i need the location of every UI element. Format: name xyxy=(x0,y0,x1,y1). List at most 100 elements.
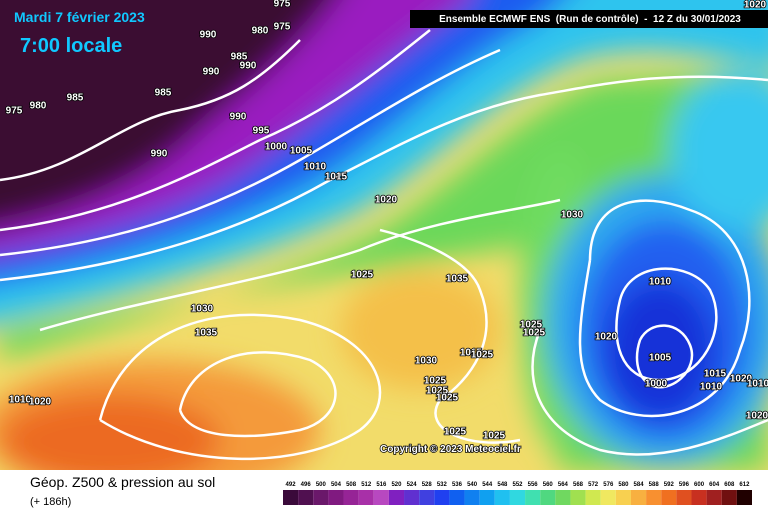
isobar-label: 1025 xyxy=(424,376,447,387)
scale-label: 548 xyxy=(497,482,508,488)
scale-swatch xyxy=(661,490,677,505)
scale-swatch xyxy=(615,490,631,505)
scale-swatch xyxy=(525,490,541,505)
color-scale: 492 496 500 504 508 512 516 520 524 528 532 536 540 5… xyxy=(283,482,752,505)
scale-swatch xyxy=(509,490,526,505)
scale-label: 584 xyxy=(634,482,645,488)
isobar-label: 975 xyxy=(274,0,291,10)
isobar-label: 985 xyxy=(67,93,84,104)
isobar-label: 1025 xyxy=(483,431,506,442)
scale-swatch xyxy=(373,490,389,505)
scale-label: 556 xyxy=(528,482,539,488)
isobar-label: 1020 xyxy=(29,397,52,408)
isobars xyxy=(0,29,768,461)
model-box xyxy=(410,10,768,28)
scale-label: 600 xyxy=(694,482,705,488)
scale-label: 536 xyxy=(452,482,463,488)
isobar-label: 1020 xyxy=(375,195,398,206)
isobar-label: 990 xyxy=(203,67,220,78)
scale-swatch xyxy=(464,490,480,505)
scale-label: 572 xyxy=(588,482,599,488)
isobar-label: 990 xyxy=(151,149,168,160)
isobar-label: 1025 xyxy=(523,328,546,339)
isobar-label: 975 xyxy=(274,22,291,33)
isobar-label: 980 xyxy=(252,26,269,37)
scale-swatch xyxy=(600,490,616,505)
scale-label: 568 xyxy=(573,482,584,488)
scale-swatch xyxy=(388,490,405,505)
isobar-label: 975 xyxy=(6,106,23,117)
model: Ensemble ECMWF ENS (Run de contrôle) - 1… xyxy=(439,14,741,25)
lead-time: (+ 186h) xyxy=(30,496,71,508)
scale-label: 496 xyxy=(301,482,312,488)
isobar-label: 1010 xyxy=(304,162,327,173)
scale-label: 604 xyxy=(709,482,720,488)
scale-label: 520 xyxy=(391,482,402,488)
scale-label: 612 xyxy=(739,482,750,488)
footer-title: Géop. Z500 & pression au sol xyxy=(30,474,215,490)
isobar-label: 1030 xyxy=(191,304,214,315)
isobar-label: 1030 xyxy=(415,356,438,367)
isobar-label: 1035 xyxy=(195,328,218,339)
isobar-label: 1020 xyxy=(744,0,767,11)
isobar-label: 1025 xyxy=(444,427,467,438)
scale-swatch xyxy=(630,490,647,505)
scale-label: 560 xyxy=(543,482,554,488)
scale-swatch xyxy=(298,490,314,505)
scale-swatch xyxy=(555,490,571,505)
scale-swatch xyxy=(449,490,465,505)
isobar-label: 990 xyxy=(200,30,217,41)
scale-label: 500 xyxy=(316,482,327,488)
scale-swatch xyxy=(328,490,344,505)
copyright: Copyright © 2023 Meteociel.fr xyxy=(380,444,521,455)
isobar-label: 985 xyxy=(231,52,248,63)
scale-swatch xyxy=(419,490,435,505)
scale-swatch xyxy=(479,490,495,505)
scale-swatch xyxy=(706,490,722,505)
isobar-label: 1010 xyxy=(9,395,32,406)
scale-label: 516 xyxy=(376,482,387,488)
isobar-label: 1015 xyxy=(460,348,483,359)
isobar-label: 1030 xyxy=(561,210,584,221)
scale-label: 508 xyxy=(346,482,357,488)
isobar-label: 1035 xyxy=(446,274,469,285)
scale-swatch xyxy=(736,490,752,505)
isobar-label: 985 xyxy=(155,88,172,99)
isobar-label: 1000 xyxy=(645,379,668,390)
scale-swatch xyxy=(540,490,556,505)
scale-label: 532 xyxy=(437,482,448,488)
isobar-label: 1015 xyxy=(325,172,348,183)
scale-swatch xyxy=(358,490,374,505)
isobar-label: 1020 xyxy=(730,374,753,385)
scale-label: 540 xyxy=(467,482,478,488)
scale-swatch xyxy=(283,490,299,505)
scale-label: 588 xyxy=(649,482,660,488)
time: 7:00 locale xyxy=(20,35,122,57)
date: Mardi 7 février 2023 xyxy=(14,9,145,25)
scale-swatch xyxy=(570,490,586,505)
scale-label: 528 xyxy=(422,482,433,488)
isobar-label: 990 xyxy=(230,112,247,123)
scale-label: 512 xyxy=(361,482,372,488)
isobar-label: 990 xyxy=(240,61,257,72)
scale-label: 564 xyxy=(558,482,569,488)
scale-swatch xyxy=(404,490,420,505)
scale-swatch xyxy=(494,490,510,505)
scale-swatch xyxy=(343,490,359,505)
scale-label: 544 xyxy=(482,482,493,488)
scale-label: 580 xyxy=(618,482,629,488)
isobar-label: 1025 xyxy=(351,270,374,281)
scale-swatch xyxy=(676,490,692,505)
scale-swatch xyxy=(313,490,329,505)
isobar-label: 995 xyxy=(253,126,270,137)
isobar-label: 1015 xyxy=(704,369,727,380)
isobar-label: 980 xyxy=(30,101,47,112)
isobar-label: 1025 xyxy=(426,386,449,397)
scale-label: 492 xyxy=(286,482,297,488)
scale-label: 596 xyxy=(679,482,690,488)
scale-label: 504 xyxy=(331,482,342,488)
scale-swatch xyxy=(646,490,662,505)
